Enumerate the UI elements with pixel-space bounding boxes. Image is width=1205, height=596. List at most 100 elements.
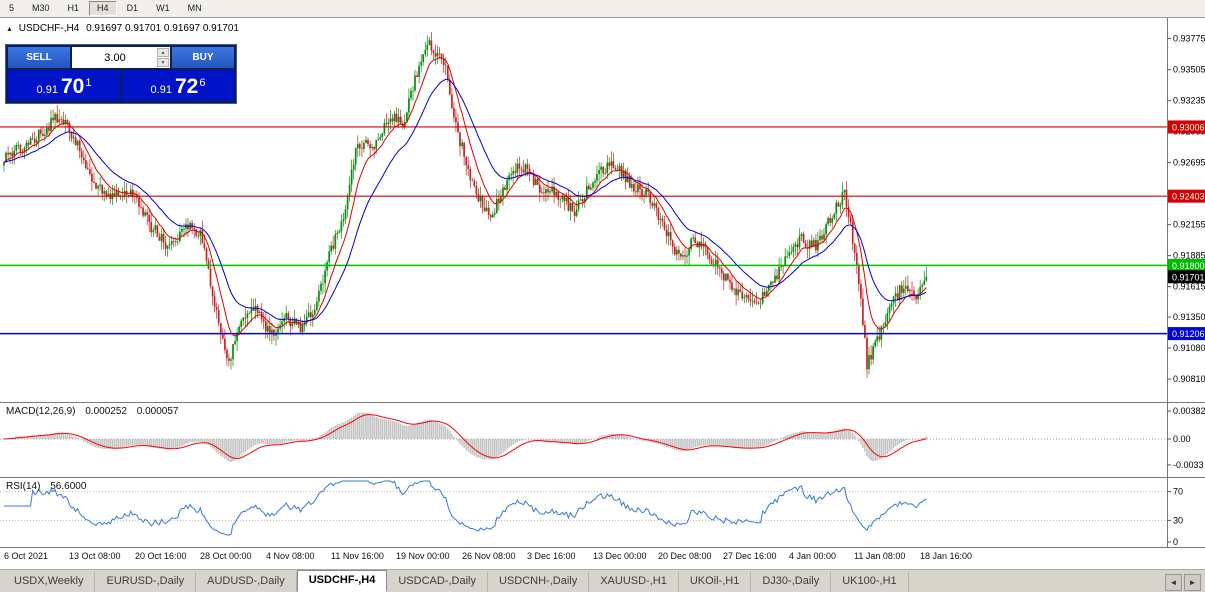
macd-signal-value: 0.000057 — [136, 406, 179, 417]
rsi-label: RSI(14) — [6, 481, 41, 492]
macd-indicator-panel[interactable]: 0.00382 0.00 -0.0033 MACD(12,26,9) 0.00025… — [0, 403, 1205, 478]
ma-fast-line — [3, 57, 927, 337]
timeframe-button-H1[interactable]: H1 — [67, 3, 80, 13]
timeframe-button-M30[interactable]: M30 — [32, 3, 50, 13]
time-axis-label: 4 Nov 08:00 — [266, 551, 315, 561]
price-badge-0.91206: 0.91206 — [1168, 327, 1205, 341]
macd-chart[interactable]: 0.00382 0.00 -0.0033 — [0, 403, 1205, 477]
tabs-scroll-right-icon[interactable]: ► — [1184, 574, 1201, 591]
buy-price-prefix: 0.91 — [150, 84, 172, 96]
price-tick-label: 0.92695 — [1173, 158, 1205, 168]
ma-slow-line — [3, 78, 927, 323]
rsi-scale-label: 70 — [1173, 487, 1183, 497]
chart-tab-USDCAD-Daily[interactable]: USDCAD-,Daily — [387, 572, 488, 592]
chart-title: USDCHF-,H4 — [18, 23, 80, 34]
sell-price-pip: 1 — [85, 77, 92, 89]
macd-label-row: MACD(12,26,9) 0.000252 0.000057 — [6, 406, 185, 417]
svg-text:0.92403: 0.92403 — [1172, 192, 1205, 202]
main-chart-panel[interactable]: 0.937750.935050.932350.929650.926950.924… — [0, 18, 1205, 403]
lot-increase-icon[interactable]: ▲ — [157, 48, 169, 57]
lot-size-box: ▲ ▼ — [72, 47, 170, 68]
price-tick-label: 0.91885 — [1173, 251, 1205, 261]
svg-text:0.93006: 0.93006 — [1172, 122, 1205, 132]
price-tick-label: 0.90810 — [1173, 374, 1205, 384]
rsi-scale-label: 0 — [1173, 537, 1178, 547]
timeframe-button-5[interactable]: 5 — [9, 3, 15, 13]
symbol-ohlc-line: ▲ USDCHF-,H4 0.91697 0.91701 0.91697 0.9… — [6, 23, 243, 34]
timeframe-toolbar: 5 M30 H1 H4 D1 W1 MN — [0, 0, 1205, 18]
time-axis-label: 27 Dec 16:00 — [723, 551, 777, 561]
macd-scale-label: 0.00382 — [1173, 406, 1205, 416]
macd-main-value: 0.000252 — [85, 406, 127, 417]
time-axis-label: 19 Nov 00:00 — [396, 551, 450, 561]
price-tick-label: 0.91615 — [1173, 282, 1205, 292]
price-chart[interactable]: 0.937750.935050.932350.929650.926950.924… — [0, 18, 1205, 402]
time-axis-label: 18 Jan 16:00 — [920, 551, 973, 561]
timeframe-button-W1[interactable]: W1 — [156, 3, 170, 13]
rsi-label-row: RSI(14) 56.6000 — [6, 481, 93, 492]
chart-tab-USDCHF-H4[interactable]: USDCHF-,H4 — [296, 570, 388, 592]
macd-histogram — [5, 412, 928, 462]
buy-price-pip: 6 — [199, 77, 206, 89]
chart-tab-USDX-Weekly[interactable]: USDX,Weekly — [3, 572, 96, 592]
time-axis-label: 11 Jan 08:00 — [854, 551, 906, 561]
macd-scale-label: 0.00 — [1173, 434, 1191, 444]
collapse-panel-icon[interactable]: ▲ — [6, 26, 13, 33]
price-badge-0.93006: 0.93006 — [1168, 120, 1205, 134]
time-axis-label: 4 Jan 00:00 — [789, 551, 837, 561]
rsi-line — [4, 480, 927, 536]
time-axis-label: 20 Oct 16:00 — [135, 551, 187, 561]
time-axis-label: 13 Dec 00:00 — [593, 551, 647, 561]
chart-tab-DJ30-Daily[interactable]: DJ30-,Daily — [751, 572, 832, 592]
sell-price-display[interactable]: 0.91 70 1 — [8, 70, 120, 101]
price-tick-label: 0.92155 — [1173, 220, 1205, 230]
price-tick-label: 0.91350 — [1173, 312, 1205, 322]
lot-decrease-icon[interactable]: ▼ — [157, 58, 169, 67]
timeframe-button-H4[interactable]: H4 — [89, 1, 117, 16]
sell-price-prefix: 0.91 — [36, 84, 58, 96]
chart-tabbar: USDX,Weekly EURUSD-,Daily AUDUSD-,Daily USD… — [0, 569, 1205, 592]
price-tick-label: 0.93775 — [1173, 34, 1205, 44]
rsi-indicator-panel[interactable]: 70 30 0 RSI(14) 56.6000 — [0, 478, 1205, 548]
macd-scale-label: -0.0033 — [1173, 460, 1204, 470]
price-tick-label: 0.93505 — [1173, 65, 1205, 75]
buy-price-big-digits: 72 — [174, 75, 199, 98]
sell-button[interactable]: SELL — [8, 47, 70, 68]
sell-price-big-digits: 70 — [60, 75, 85, 98]
chart-tab-UKOil-H1[interactable]: UKOil-,H1 — [679, 572, 752, 592]
time-axis-label: 11 Nov 16:00 — [331, 551, 384, 561]
chart-tab-UK100-H1[interactable]: UK100-,H1 — [831, 572, 909, 592]
time-axis-label: 3 Dec 16:00 — [527, 551, 576, 561]
macd-label: MACD(12,26,9) — [6, 406, 76, 417]
time-axis-label: 26 Nov 08:00 — [462, 551, 516, 561]
chart-tab-AUDUSD-Daily[interactable]: AUDUSD-,Daily — [196, 572, 297, 592]
rsi-scale-label: 30 — [1173, 515, 1183, 525]
one-click-trading-widget: SELL ▲ ▼ BUY 0.91 70 1 0.91 — [5, 44, 237, 104]
ohlc-values: 0.91697 0.91701 0.91697 0.91701 — [86, 23, 239, 34]
buy-price-display[interactable]: 0.91 72 6 — [122, 70, 234, 101]
tabs-scroll-left-icon[interactable]: ◄ — [1165, 574, 1182, 591]
timeframe-button-MN[interactable]: MN — [187, 3, 202, 13]
time-axis-label: 13 Oct 08:00 — [69, 551, 121, 561]
chart-tab-XAUUSD-H1[interactable]: XAUUSD-,H1 — [589, 572, 679, 592]
time-axis-label: 28 Oct 00:00 — [200, 551, 252, 561]
svg-text:0.91701: 0.91701 — [1172, 272, 1205, 282]
chart-tab-USDCNH-Daily[interactable]: USDCNH-,Daily — [488, 572, 590, 592]
rsi-chart[interactable]: 70 30 0 — [0, 478, 1205, 547]
price-badge-0.91701: 0.91701 — [1168, 270, 1205, 284]
time-axis-label: 6 Oct 2021 — [4, 551, 49, 561]
time-axis-label: 20 Dec 08:00 — [658, 551, 712, 561]
svg-text:0.91206: 0.91206 — [1172, 329, 1205, 339]
lot-size-input[interactable] — [72, 47, 170, 68]
price-tick-label: 0.93235 — [1173, 96, 1205, 106]
chart-tab-EURUSD-Daily[interactable]: EURUSD-,Daily — [95, 572, 197, 592]
macd-signal-line — [3, 413, 927, 460]
price-tick-label: 0.91080 — [1173, 343, 1205, 353]
price-badge-0.91800: 0.91800 — [1168, 258, 1205, 272]
price-badge-0.92403: 0.92403 — [1168, 189, 1205, 203]
time-axis[interactable]: 6 Oct 2021 13 Oct 08:00 20 Oct 16:00 28 Oct… — [0, 548, 1205, 568]
timeframe-button-D1[interactable]: D1 — [126, 3, 139, 13]
buy-button[interactable]: BUY — [172, 47, 234, 68]
svg-text:0.91800: 0.91800 — [1172, 261, 1205, 271]
